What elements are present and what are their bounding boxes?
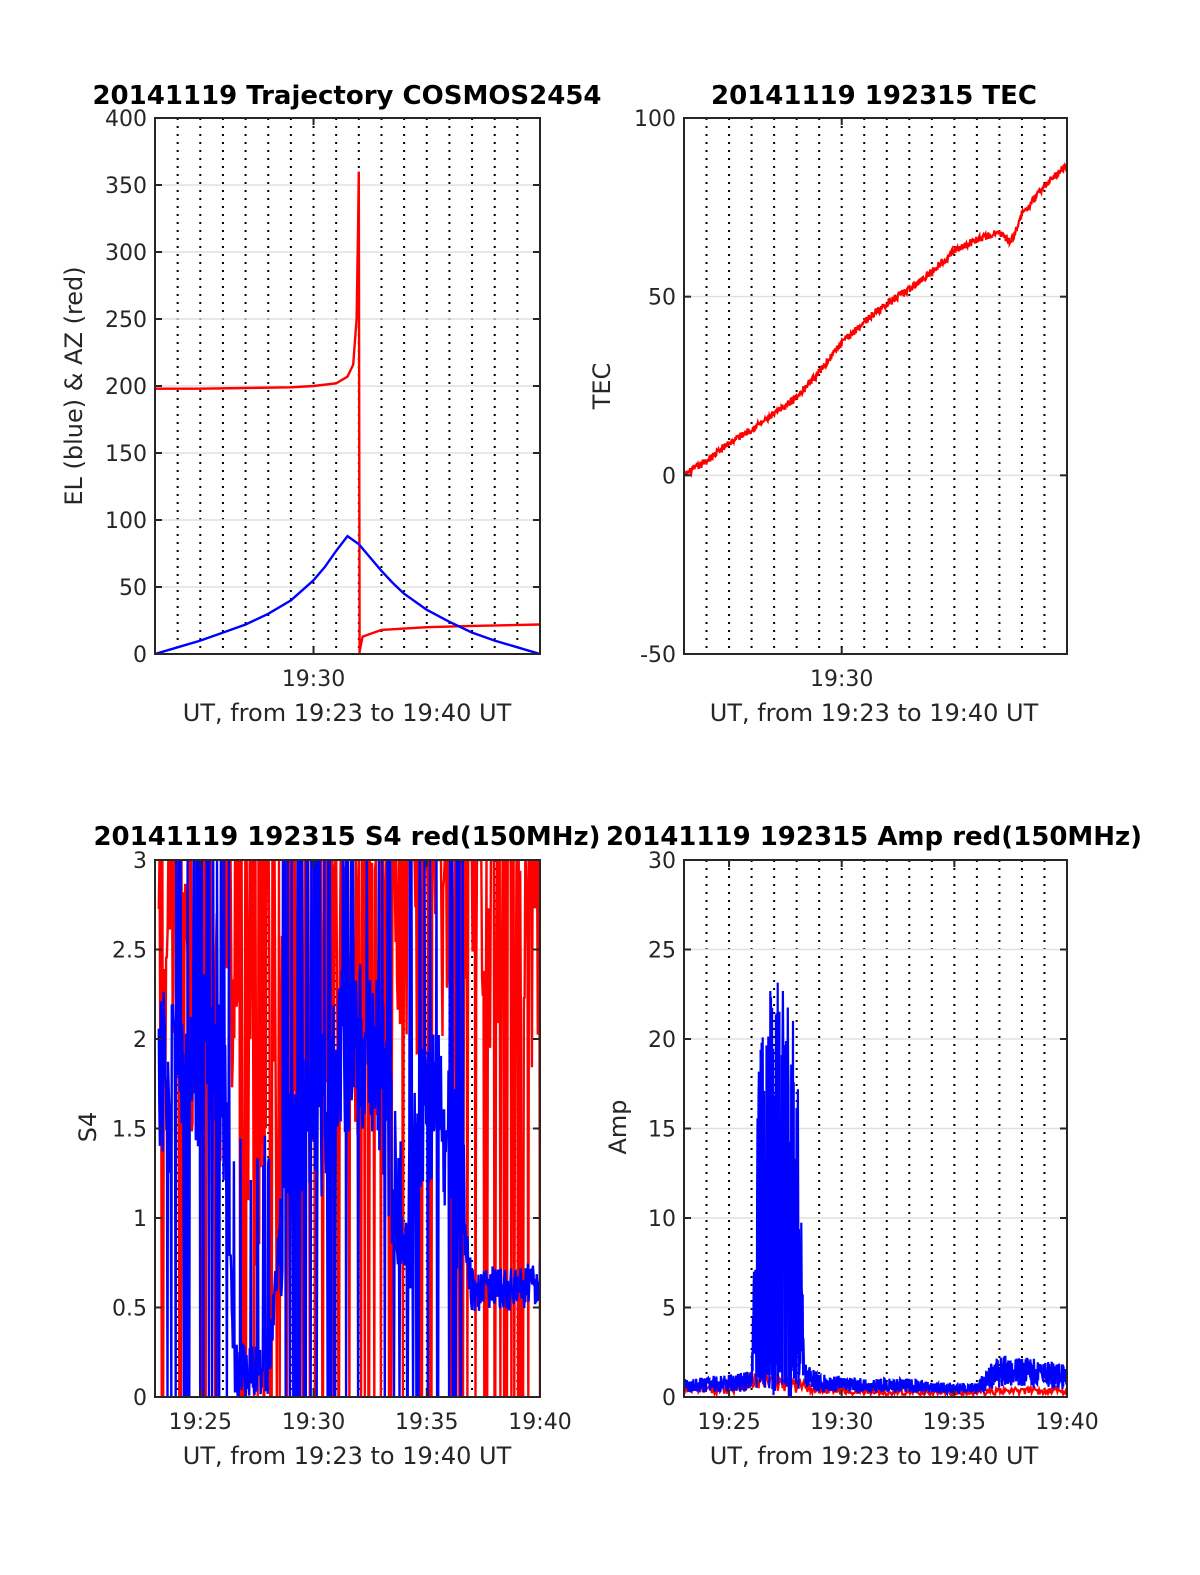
y-tick-label: 0 bbox=[133, 1386, 147, 1411]
y-axis-label: Amp bbox=[604, 1099, 632, 1154]
y-tick-label: 0 bbox=[662, 464, 676, 489]
y-tick-label: 350 bbox=[105, 174, 147, 199]
azimuth-line bbox=[155, 171, 540, 654]
plot-area: 0 5 10 15 20 25 30 19:25 19:30 19:35 19:40 bbox=[648, 849, 1099, 1435]
y-tick-label: 2.5 bbox=[112, 939, 147, 964]
y-tick-label: 2 bbox=[133, 1028, 147, 1053]
y-tick-label: 1 bbox=[133, 1207, 147, 1232]
trace-group bbox=[684, 161, 1067, 478]
y-tick-label: 0 bbox=[662, 1386, 676, 1411]
x-tick-label: 19:25 bbox=[169, 1410, 232, 1435]
x-tick-label: 19:40 bbox=[508, 1410, 571, 1435]
x-tick-label: 19:35 bbox=[923, 1410, 986, 1435]
y-tick-label: 20 bbox=[648, 1028, 676, 1053]
chart-title: 20141119 192315 TEC bbox=[711, 81, 1037, 111]
y-tick-label: -50 bbox=[640, 643, 676, 668]
chart-title: 20141119 Trajectory COSMOS2454 bbox=[92, 81, 601, 111]
y-tick-label: 3 bbox=[133, 849, 147, 874]
y-tick-label: 150 bbox=[105, 442, 147, 467]
y-tick-label: 0 bbox=[133, 643, 147, 668]
y-tick-label: 100 bbox=[634, 107, 676, 132]
x-axis-label: UT, from 19:23 to 19:40 UT bbox=[183, 1442, 512, 1470]
axes-frame bbox=[683, 117, 1068, 655]
y-tick-label: 15 bbox=[648, 1118, 676, 1143]
plot-area: 0 0.5 1 1.5 2 2.5 3 19:25 19:30 19:35 19:40 bbox=[112, 849, 572, 1435]
tec-line bbox=[684, 161, 1067, 478]
y-axis-label: EL (blue) & AZ (red) bbox=[60, 266, 88, 505]
plot-area: 0 50 100 150 200 250 300 350 400 19:30 bbox=[105, 107, 541, 692]
x-tick-label: 19:30 bbox=[282, 667, 345, 692]
x-tick-label: 19:30 bbox=[282, 1410, 345, 1435]
y-tick-label: 300 bbox=[105, 241, 147, 266]
chart-title: 20141119 192315 Amp red(150MHz) bbox=[606, 822, 1142, 852]
elevation-line bbox=[155, 534, 540, 654]
trace-group bbox=[155, 171, 540, 654]
x-tick-label: 19:25 bbox=[697, 1410, 760, 1435]
chart-title: 20141119 192315 S4 red(150MHz) bbox=[93, 822, 600, 852]
y-tick-label: 25 bbox=[648, 939, 676, 964]
y-axis-label: S4 bbox=[74, 1112, 102, 1143]
amp-blue-line bbox=[684, 982, 1067, 1397]
y-tick-label: 10 bbox=[648, 1207, 676, 1232]
y-tick-label: 200 bbox=[105, 375, 147, 400]
x-tick-label: 19:30 bbox=[810, 1410, 873, 1435]
s4-blue-line bbox=[157, 860, 540, 1397]
x-tick-label: 19:40 bbox=[1035, 1410, 1098, 1435]
panel-s4: 20141119 192315 S4 red(150MHz) UT, from … bbox=[74, 822, 601, 1470]
y-tick-label: 50 bbox=[648, 286, 676, 311]
y-tick-label: 30 bbox=[648, 849, 676, 874]
y-tick-label: 5 bbox=[662, 1297, 676, 1322]
trace-group bbox=[157, 860, 540, 1397]
y-tick-label: 50 bbox=[119, 576, 147, 601]
x-axis-label: UT, from 19:23 to 19:40 UT bbox=[710, 699, 1039, 727]
panel-trajectory: 20141119 Trajectory COSMOS2454 UT, from … bbox=[60, 81, 602, 727]
y-tick-label: 400 bbox=[105, 107, 147, 132]
x-tick-label: 19:35 bbox=[395, 1410, 458, 1435]
y-tick-label: 100 bbox=[105, 509, 147, 534]
panel-tec: 20141119 192315 TEC UT, from 19:23 to 19… bbox=[588, 81, 1068, 727]
y-tick-label: 250 bbox=[105, 308, 147, 333]
x-tick-label: 19:30 bbox=[810, 667, 873, 692]
y-tick-label: 1.5 bbox=[112, 1118, 147, 1143]
trace-group bbox=[684, 982, 1067, 1397]
panel-amp: 20141119 192315 Amp red(150MHz) UT, from… bbox=[604, 822, 1142, 1470]
y-axis-label: TEC bbox=[588, 363, 616, 411]
x-axis-label: UT, from 19:23 to 19:40 UT bbox=[710, 1442, 1039, 1470]
y-tick-label: 0.5 bbox=[112, 1297, 147, 1322]
plot-area: -50 0 50 100 19:30 bbox=[634, 107, 1068, 692]
x-axis-label: UT, from 19:23 to 19:40 UT bbox=[183, 699, 512, 727]
